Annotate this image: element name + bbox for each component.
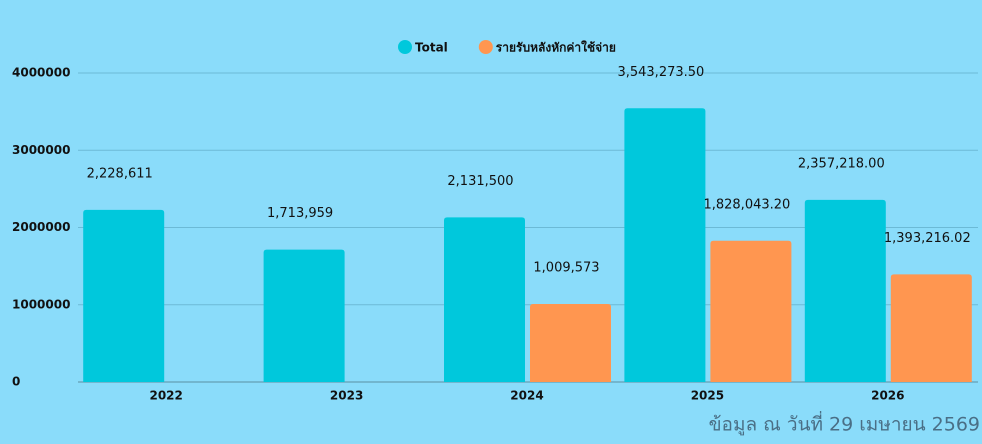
bar: [530, 304, 611, 382]
x-tick-label: 2022: [149, 389, 182, 403]
x-tick-label: 2025: [691, 389, 724, 403]
legend-swatch: [478, 40, 493, 54]
value-label: 2,131,500: [447, 174, 513, 189]
value-label: 1,009,573: [533, 261, 599, 276]
value-label: 3,543,273.50: [617, 65, 704, 80]
bar: [263, 249, 345, 382]
value-label: 1,828,043.20: [703, 197, 790, 212]
value-label: 2,228,611: [87, 166, 153, 181]
bar: [83, 209, 165, 382]
y-tick-label: 2000000: [12, 220, 70, 234]
value-label: 1,713,959: [267, 206, 333, 221]
value-label: 2,357,218.00: [798, 156, 885, 171]
x-tick-label: 2023: [330, 389, 363, 403]
bar: [444, 217, 525, 382]
value-label: 1,393,216.02: [884, 231, 971, 246]
annotation: ข้อมูล ณ วันที่ 29 เมษายน 2569: [709, 411, 980, 436]
y-tick-label: 3000000: [12, 143, 70, 157]
bar: [804, 199, 886, 382]
y-tick-label: 1000000: [12, 297, 70, 311]
x-tick-label: 2026: [871, 389, 904, 403]
legend-label: รายรับหลังหักค่าใช้จ่าย: [496, 40, 616, 55]
bar: [890, 274, 972, 382]
legend-label: Total: [415, 41, 448, 55]
y-tick-label: 0: [12, 375, 20, 389]
bar: [710, 240, 792, 382]
x-tick-label: 2024: [510, 389, 543, 403]
legend-swatch: [398, 40, 412, 54]
y-tick-label: 4000000: [12, 66, 70, 80]
bar: [624, 108, 706, 383]
